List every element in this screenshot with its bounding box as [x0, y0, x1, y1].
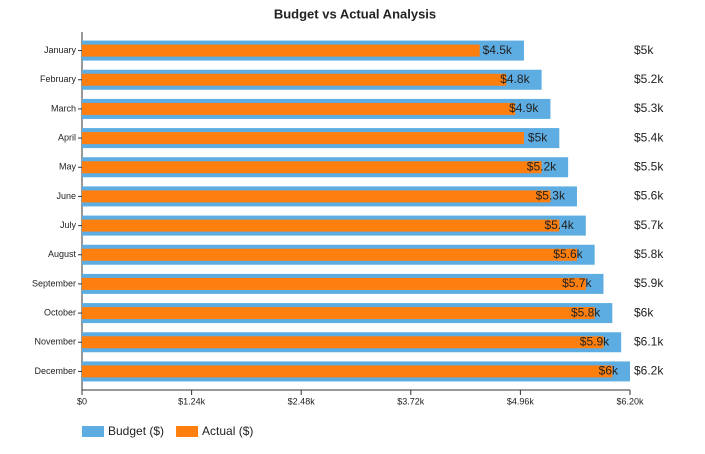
- y-tick-label: January: [44, 45, 77, 55]
- actual-bar: [82, 102, 516, 115]
- chart-title: Budget vs Actual Analysis: [274, 6, 436, 21]
- budget-label: $5.9k: [634, 276, 664, 290]
- legend-swatch: [176, 426, 199, 437]
- y-tick-label: February: [40, 74, 77, 84]
- actual-label: $5.3k: [536, 189, 566, 203]
- x-tick-label: $6.20k: [616, 396, 644, 406]
- actual-label: $4.5k: [483, 43, 513, 57]
- actual-bar: [82, 161, 542, 174]
- y-tick-label: July: [60, 220, 77, 230]
- y-tick-label: October: [44, 307, 76, 317]
- budget-label: $5.4k: [634, 130, 664, 144]
- budget-label: $5.6k: [634, 189, 664, 203]
- actual-bar: [82, 73, 507, 86]
- actual-label: $5k: [528, 130, 548, 144]
- actual-label: $5.6k: [553, 247, 583, 261]
- legend-label: Budget ($): [108, 424, 164, 438]
- y-tick-label: September: [32, 278, 76, 288]
- legend-label: Actual ($): [202, 424, 253, 438]
- budget-label: $5k: [634, 43, 654, 57]
- actual-label: $4.8k: [500, 72, 530, 86]
- x-tick-label: $3.72k: [397, 396, 425, 406]
- actual-label: $5.7k: [562, 276, 592, 290]
- budget-label: $6.1k: [634, 334, 664, 348]
- x-tick-label: $0: [77, 396, 87, 406]
- budget-label: $5.3k: [634, 101, 664, 115]
- budget-label: $5.5k: [634, 159, 664, 173]
- actual-bar: [82, 248, 577, 261]
- actual-bar: [82, 277, 586, 290]
- budget-label: $5.8k: [634, 247, 664, 261]
- budget-label: $5.2k: [634, 72, 664, 86]
- budget-label: $5.7k: [634, 218, 664, 232]
- y-tick-label: May: [59, 162, 77, 172]
- budget-label: $6k: [634, 305, 654, 319]
- legend-swatch: [82, 426, 104, 437]
- actual-label: $5.4k: [544, 218, 574, 232]
- x-tick-label: $1.24k: [178, 396, 206, 406]
- y-tick-label: December: [34, 366, 76, 376]
- actual-label: $6k: [599, 364, 619, 378]
- actual-bar: [82, 132, 524, 145]
- y-tick-label: November: [34, 337, 76, 347]
- y-tick-label: August: [48, 249, 77, 259]
- actual-label: $5.9k: [580, 334, 610, 348]
- y-tick-label: March: [51, 103, 76, 113]
- budget-label: $6.2k: [634, 364, 664, 378]
- x-tick-label: $2.48k: [288, 396, 316, 406]
- actual-bar: [82, 219, 560, 232]
- actual-bar: [82, 190, 551, 203]
- actual-label: $5.8k: [571, 305, 601, 319]
- actual-bar: [82, 365, 613, 378]
- actual-bar: [82, 336, 604, 349]
- x-tick-label: $4.96k: [507, 396, 535, 406]
- actual-bar: [82, 44, 480, 57]
- actual-label: $5.2k: [527, 159, 557, 173]
- actual-bar: [82, 307, 595, 320]
- y-tick-label: April: [58, 132, 76, 142]
- y-tick-label: June: [56, 191, 76, 201]
- actual-label: $4.9k: [509, 101, 539, 115]
